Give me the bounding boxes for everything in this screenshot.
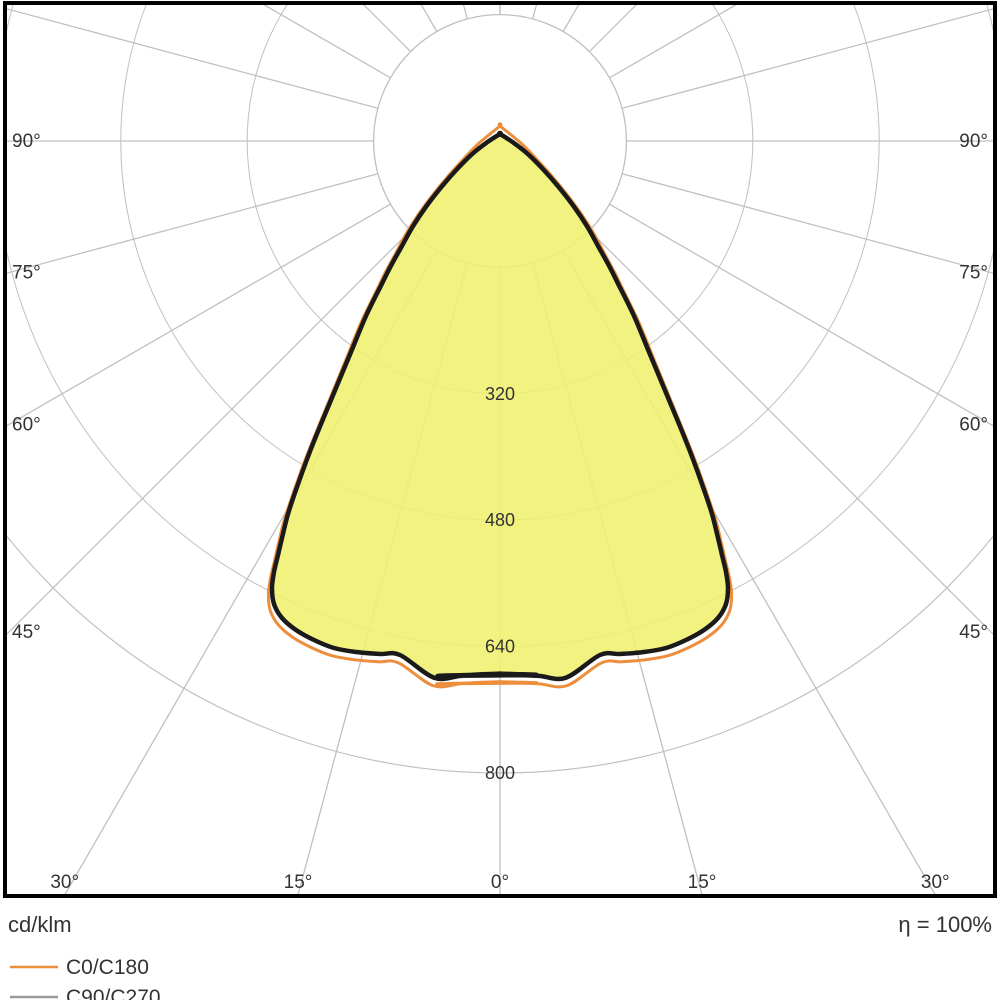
svg-text:C0/C180: C0/C180 (66, 956, 149, 979)
svg-text:15°: 15° (284, 872, 313, 893)
svg-text:30°: 30° (921, 872, 950, 893)
svg-text:800: 800 (485, 763, 515, 783)
svg-text:75°: 75° (12, 263, 41, 284)
svg-text:90°: 90° (12, 131, 41, 152)
svg-text:60°: 60° (959, 415, 988, 436)
svg-text:45°: 45° (959, 622, 988, 643)
svg-text:75°: 75° (959, 263, 988, 284)
svg-text:30°: 30° (50, 872, 79, 893)
svg-text:η = 100%: η = 100% (898, 912, 992, 937)
svg-text:90°: 90° (959, 131, 988, 152)
svg-text:0°: 0° (491, 872, 509, 893)
svg-text:480: 480 (485, 510, 515, 530)
svg-text:cd/klm: cd/klm (8, 912, 72, 937)
svg-text:60°: 60° (12, 415, 41, 436)
svg-text:320: 320 (485, 384, 515, 404)
svg-text:640: 640 (485, 637, 515, 657)
svg-text:C90/C270: C90/C270 (66, 986, 161, 1000)
svg-text:45°: 45° (12, 622, 41, 643)
svg-text:15°: 15° (688, 872, 717, 893)
